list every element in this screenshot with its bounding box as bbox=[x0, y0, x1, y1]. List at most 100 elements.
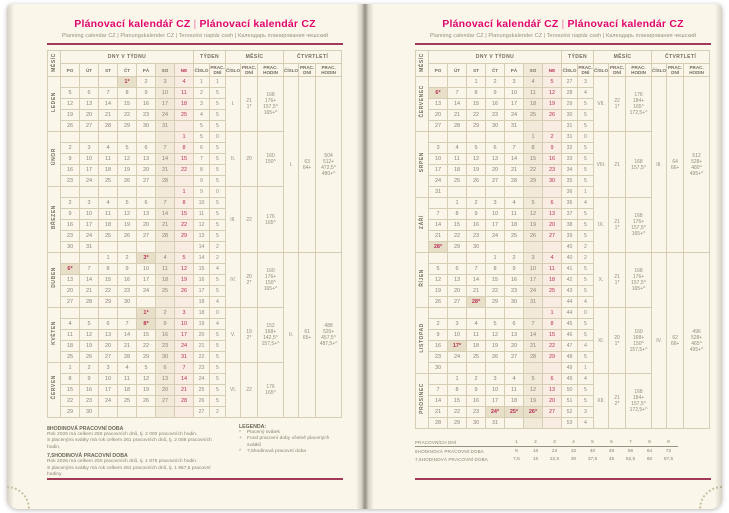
day-cell bbox=[155, 131, 175, 143]
day-cell: 17 bbox=[155, 98, 175, 110]
day-cell: 10 bbox=[428, 153, 448, 165]
worktime-notes: 8HODINOVÁ PRACOVNÍ DOBA Rok 2026 má celk… bbox=[47, 424, 225, 478]
day-cell: 15 bbox=[98, 274, 118, 286]
week-number-cell: 3 bbox=[193, 98, 210, 110]
day-cell: 8 bbox=[447, 384, 467, 396]
month-number-cell: VI. bbox=[224, 362, 242, 418]
day-cell bbox=[466, 307, 486, 319]
day-cell: 26 bbox=[428, 296, 448, 308]
day-cell: 3* bbox=[136, 252, 156, 264]
footer-hours-value: 52,5 bbox=[625, 456, 636, 462]
week-number-cell: 52 bbox=[561, 406, 578, 418]
day-cell: 10 bbox=[79, 208, 99, 220]
week-workdays-cell: 5 bbox=[209, 384, 226, 396]
week-workdays-cell: 5 bbox=[577, 329, 594, 341]
quarter-hours-header: PRAC. HODIN bbox=[683, 63, 711, 77]
footer-hours-value: 40 bbox=[589, 448, 596, 454]
day-cell: 9 bbox=[466, 208, 486, 220]
day-cell: 23 bbox=[136, 109, 156, 121]
day-name-header: ÚT bbox=[79, 63, 99, 77]
day-cell bbox=[485, 241, 505, 253]
day-cell: 19 bbox=[117, 219, 137, 231]
day-cell: 12 bbox=[542, 87, 562, 99]
day-cell: 3 bbox=[98, 362, 118, 374]
week-workdays-cell: 5 bbox=[209, 274, 226, 286]
month-workdays-cell: 20 2* bbox=[240, 252, 259, 308]
month-hours-header: PRAC. HODIN bbox=[257, 63, 285, 77]
week-workdays-cell: 5 bbox=[577, 384, 594, 396]
day-cell bbox=[466, 186, 486, 198]
footer-day-count: 5 bbox=[583, 438, 602, 447]
week-number-cell: 30 bbox=[561, 109, 578, 121]
quarter-hours-header: PRAC. HODIN bbox=[315, 63, 343, 77]
week-number-cell: 28 bbox=[561, 87, 578, 99]
day-cell: 30 bbox=[504, 296, 524, 308]
day-cell: 19 bbox=[523, 395, 543, 407]
day-cell: 15 bbox=[523, 153, 543, 165]
quarter-group-header: ČTVRTLETÍ bbox=[283, 50, 343, 64]
month-hours-cell: 176 165^ bbox=[257, 186, 285, 253]
day-cell: 21 bbox=[466, 285, 486, 297]
day-cell: 8 bbox=[542, 318, 562, 330]
day-cell: 16 bbox=[136, 98, 156, 110]
day-cell: 28 bbox=[523, 351, 543, 363]
day-cell: 13 bbox=[542, 384, 562, 396]
quarter-number-cell: IV. bbox=[651, 252, 668, 429]
week-number-cell: 10 bbox=[193, 197, 210, 209]
day-cell: 22 bbox=[447, 230, 467, 242]
day-cell: 2 bbox=[79, 362, 99, 374]
month-number-cell: XII. bbox=[592, 373, 610, 429]
quarter-hours-cell: 496 528+ 465^ 495+^ bbox=[683, 252, 711, 429]
week-number-cell: 34 bbox=[561, 164, 578, 176]
week-number-cell: 42 bbox=[561, 274, 578, 286]
day-cell: 2 bbox=[60, 197, 80, 209]
month-hours-cell: 168 176+ 157,5^ 165+^ bbox=[625, 197, 653, 253]
week-number-cell: 21 bbox=[193, 340, 210, 352]
day-cell: 15 bbox=[447, 395, 467, 407]
day-cell: 12 bbox=[136, 373, 156, 385]
day-cell bbox=[447, 362, 467, 374]
day-cell: 5 bbox=[117, 197, 137, 209]
day-name-header: ČT bbox=[485, 63, 505, 77]
day-cell bbox=[174, 175, 194, 187]
day-cell: 27 bbox=[542, 406, 562, 418]
week-workdays-cell: 5 bbox=[577, 120, 594, 132]
day-cell: 18 bbox=[523, 98, 543, 110]
quarter-workdays-cell: 64 66+ bbox=[666, 76, 685, 253]
week-number-cell: 9 bbox=[193, 175, 210, 187]
page-left: Plánovací kalendář CZ | Plánovací kalendár… bbox=[7, 4, 364, 509]
footer-day-count: 7 bbox=[621, 438, 640, 447]
day-cell: 29 bbox=[117, 120, 137, 132]
month-workdays-cell: 21 2* bbox=[608, 373, 627, 429]
day-cell bbox=[523, 186, 543, 198]
day-cell: 12 bbox=[60, 98, 80, 110]
day-cell: 21 bbox=[428, 230, 448, 242]
week-workdays-cell: 0 bbox=[577, 131, 594, 143]
week-workdays-cell: 1 bbox=[577, 186, 594, 198]
day-cell: 14 bbox=[504, 153, 524, 165]
day-cell: 2 bbox=[542, 131, 562, 143]
day-cell: 24 bbox=[504, 109, 524, 121]
day-cell bbox=[542, 417, 562, 429]
week-workdays-cell: 5 bbox=[209, 87, 226, 99]
day-cell: 12 bbox=[79, 329, 99, 341]
day-cell: 3 bbox=[155, 76, 175, 88]
footnote-line: Rok 2026 má celkem 250 pracovních dnů, t… bbox=[47, 432, 198, 437]
quarter-group-header: ČTVRTLETÍ bbox=[651, 50, 711, 64]
week-number-cell: 45 bbox=[561, 318, 578, 330]
day-cell bbox=[447, 252, 467, 264]
week-workdays-cell: 4 bbox=[209, 296, 226, 308]
day-cell bbox=[428, 373, 448, 385]
day-cell: 17 bbox=[79, 164, 99, 176]
day-cell: 8 bbox=[447, 208, 467, 220]
day-cell: 7 bbox=[79, 263, 99, 275]
month-label: PROSINEC bbox=[415, 373, 429, 429]
day-cell bbox=[174, 296, 194, 308]
day-cell bbox=[504, 186, 524, 198]
day-cell: 12 bbox=[485, 329, 505, 341]
day-cell: 8 bbox=[174, 197, 194, 209]
day-cell: 10 bbox=[523, 263, 543, 275]
month-group-header: MĚSÍC bbox=[592, 50, 653, 64]
day-cell: 6 bbox=[542, 373, 562, 385]
week-workdays-cell: 5 bbox=[209, 340, 226, 352]
